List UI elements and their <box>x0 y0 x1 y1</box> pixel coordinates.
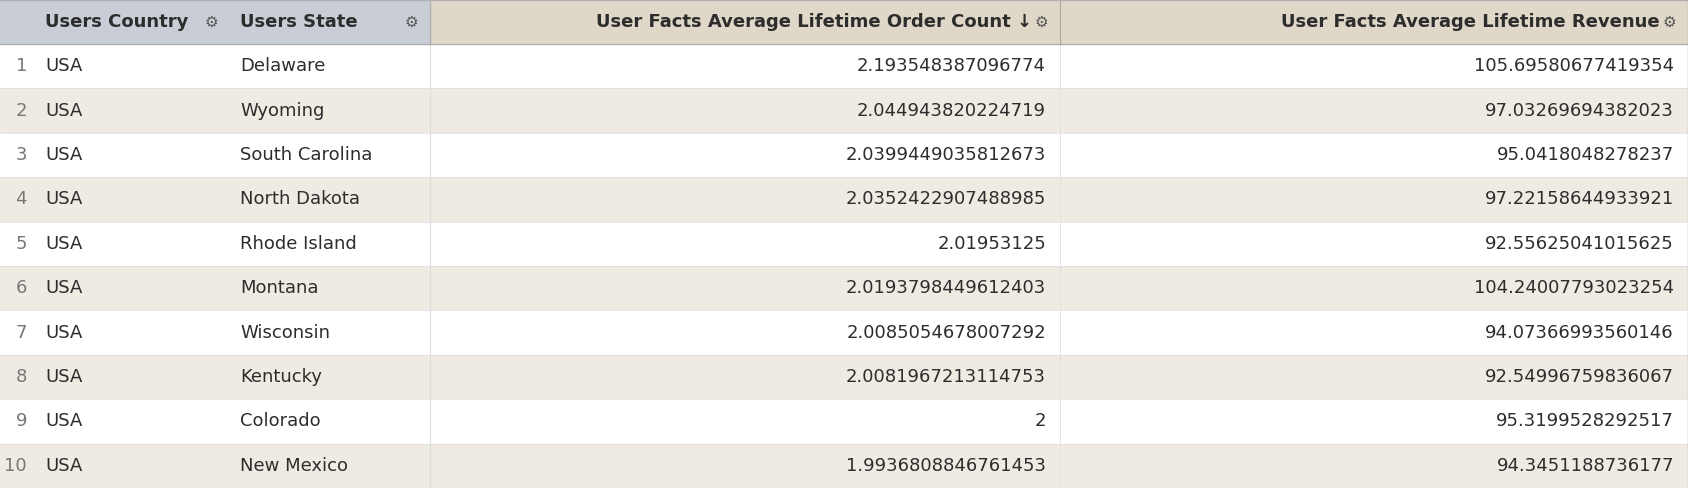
Text: 94.07366993560146: 94.07366993560146 <box>1485 324 1674 342</box>
Text: USA: USA <box>46 324 83 342</box>
Text: 7: 7 <box>15 324 27 342</box>
Text: USA: USA <box>46 412 83 430</box>
Text: 2.0081967213114753: 2.0081967213114753 <box>846 368 1047 386</box>
Text: 10: 10 <box>5 457 27 475</box>
Text: Colorado: Colorado <box>240 412 321 430</box>
Text: 4: 4 <box>15 190 27 208</box>
Text: USA: USA <box>46 279 83 297</box>
Text: 95.0418048278237: 95.0418048278237 <box>1497 146 1674 164</box>
Text: 92.55625041015625: 92.55625041015625 <box>1485 235 1674 253</box>
Bar <box>0 44 1688 88</box>
Text: Kentucky: Kentucky <box>240 368 322 386</box>
Text: 2.193548387096774: 2.193548387096774 <box>858 57 1047 75</box>
Text: 2.0399449035812673: 2.0399449035812673 <box>846 146 1047 164</box>
Text: 9: 9 <box>15 412 27 430</box>
Text: 95.3199528292517: 95.3199528292517 <box>1496 412 1674 430</box>
Text: 97.22158644933921: 97.22158644933921 <box>1485 190 1674 208</box>
Text: 94.3451188736177: 94.3451188736177 <box>1497 457 1674 475</box>
Text: ⚙: ⚙ <box>405 15 419 29</box>
Bar <box>0 177 1688 222</box>
Text: Delaware: Delaware <box>240 57 326 75</box>
Text: USA: USA <box>46 368 83 386</box>
Text: ⚙: ⚙ <box>1035 15 1048 29</box>
Text: 2: 2 <box>1035 412 1047 430</box>
Text: USA: USA <box>46 235 83 253</box>
Text: 1.9936808846761453: 1.9936808846761453 <box>846 457 1047 475</box>
Bar <box>0 0 430 44</box>
Text: 2.0352422907488985: 2.0352422907488985 <box>846 190 1047 208</box>
Text: 2.01953125: 2.01953125 <box>937 235 1047 253</box>
Text: USA: USA <box>46 457 83 475</box>
Bar <box>0 133 1688 177</box>
Text: 6: 6 <box>15 279 27 297</box>
Text: North Dakota: North Dakota <box>240 190 360 208</box>
Text: 97.03269694382023: 97.03269694382023 <box>1485 102 1674 120</box>
Text: 5: 5 <box>15 235 27 253</box>
Text: ⚙: ⚙ <box>204 15 218 29</box>
Text: 2.0085054678007292: 2.0085054678007292 <box>846 324 1047 342</box>
Text: USA: USA <box>46 190 83 208</box>
Text: 3: 3 <box>15 146 27 164</box>
Bar <box>0 88 1688 133</box>
Text: 92.54996759836067: 92.54996759836067 <box>1485 368 1674 386</box>
Text: Users Country: Users Country <box>46 13 189 31</box>
Text: Users State: Users State <box>240 13 358 31</box>
Bar <box>0 444 1688 488</box>
Text: Montana: Montana <box>240 279 319 297</box>
Text: USA: USA <box>46 102 83 120</box>
Bar <box>0 310 1688 355</box>
Text: 2.044943820224719: 2.044943820224719 <box>858 102 1047 120</box>
Text: 8: 8 <box>15 368 27 386</box>
Text: 2: 2 <box>15 102 27 120</box>
Text: ⚙: ⚙ <box>1663 15 1676 29</box>
Text: Rhode Island: Rhode Island <box>240 235 356 253</box>
Text: User Facts Average Lifetime Revenue: User Facts Average Lifetime Revenue <box>1281 13 1659 31</box>
Text: USA: USA <box>46 146 83 164</box>
Text: Wyoming: Wyoming <box>240 102 324 120</box>
Text: 2.0193798449612403: 2.0193798449612403 <box>846 279 1047 297</box>
Text: 105.69580677419354: 105.69580677419354 <box>1474 57 1674 75</box>
Bar <box>0 399 1688 444</box>
Text: USA: USA <box>46 57 83 75</box>
Text: 1: 1 <box>15 57 27 75</box>
Text: 104.24007793023254: 104.24007793023254 <box>1474 279 1674 297</box>
Bar <box>0 355 1688 399</box>
Bar <box>0 222 1688 266</box>
Bar <box>430 0 1688 44</box>
Bar <box>0 266 1688 310</box>
Text: User Facts Average Lifetime Order Count ↓: User Facts Average Lifetime Order Count … <box>596 13 1031 31</box>
Text: South Carolina: South Carolina <box>240 146 373 164</box>
Text: New Mexico: New Mexico <box>240 457 348 475</box>
Text: Wisconsin: Wisconsin <box>240 324 329 342</box>
